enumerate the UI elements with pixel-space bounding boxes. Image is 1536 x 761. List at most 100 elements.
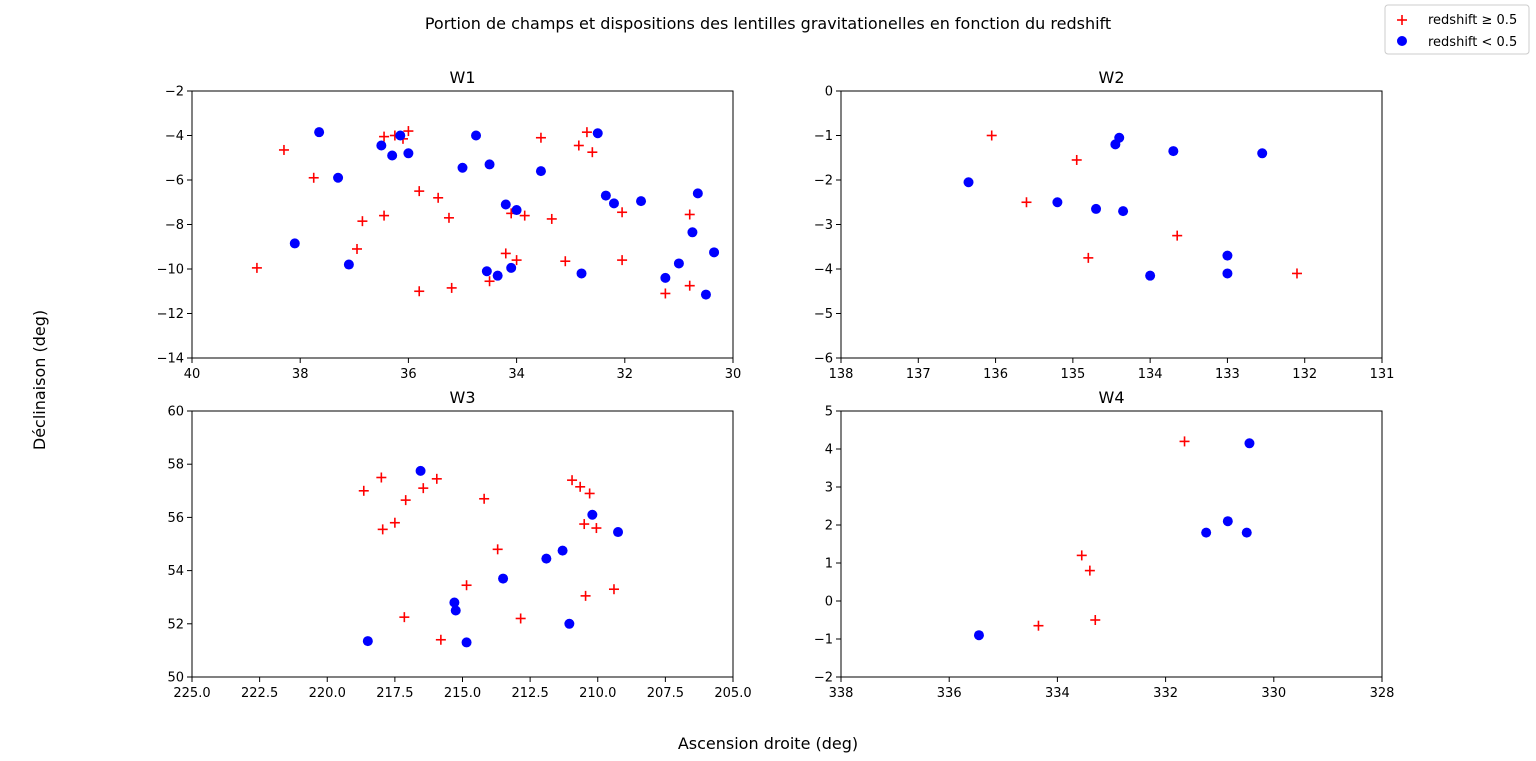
panel-w4-title: W4 xyxy=(1099,388,1125,407)
panel-w3-point-high xyxy=(515,613,526,624)
panel-w4-point-high xyxy=(1084,565,1095,576)
panel-w3-point-high xyxy=(431,473,442,484)
panel-w4-point-low xyxy=(1244,438,1255,449)
panel-w2-point-low xyxy=(1222,268,1233,279)
panel-w1-point-high xyxy=(573,140,584,151)
panel-w3-title: W3 xyxy=(450,388,476,407)
panel-w3-point-high xyxy=(608,584,619,595)
panel-w1-point-high xyxy=(414,286,425,297)
panel-w2-ytick-label: −6 xyxy=(814,352,833,367)
panel-w4-ytick-label: −1 xyxy=(814,633,833,648)
panel-w1-xtick-label: 36 xyxy=(400,367,417,382)
panel-w3-point-high xyxy=(389,517,400,528)
panel-w4-point-high xyxy=(1090,615,1101,625)
panel-w1-point-low xyxy=(484,159,495,170)
panel-w2: W2 138 137 136 135 134 133 132 131 −6 −5 −4 −3 −2 −1 0 xyxy=(814,68,1395,382)
legend-label-low: redshift < 0.5 xyxy=(1428,35,1517,50)
panel-w4-xtick-label: 330 xyxy=(1261,686,1286,701)
panel-w1-point-high xyxy=(617,255,628,266)
panel-w4-point-low xyxy=(973,630,984,641)
panel-w3-ytick-label: 54 xyxy=(167,564,184,579)
panel-w1-ytick-label: −2 xyxy=(165,85,184,100)
panel-w1-point-high xyxy=(581,127,592,138)
panel-w1-point-high xyxy=(660,288,671,299)
panel-w2-point-high xyxy=(1071,154,1082,165)
panel-w3-ytick-label: 58 xyxy=(167,458,184,473)
panel-w4-ytick-label: 2 xyxy=(825,519,833,534)
panel-w2-point-low xyxy=(963,177,974,188)
panel-w1-point-low xyxy=(387,150,398,161)
panel-w3-xtick-label: 212.5 xyxy=(512,686,549,701)
panel-w3-point-high xyxy=(567,475,578,486)
panel-w2-ytick-label: −4 xyxy=(814,263,833,278)
panel-w2-xtick-label: 138 xyxy=(829,367,854,382)
panel-w3-point-high xyxy=(479,493,490,504)
panel-w1-point-high xyxy=(535,132,546,143)
panel-w3-point-low xyxy=(613,527,624,538)
panel-w3-point-high xyxy=(584,488,595,499)
panel-w2-frame xyxy=(840,90,1383,359)
panel-w2-point-low xyxy=(1257,148,1268,159)
figure-ylabel: Déclinaison (deg) xyxy=(30,310,49,450)
panel-w1-point-low xyxy=(376,140,387,151)
panel-w4-ytick-label: 1 xyxy=(825,557,833,572)
panel-w1-point-low xyxy=(600,190,611,201)
panel-w3-point-low xyxy=(415,465,426,476)
panel-w2-point-low xyxy=(1118,206,1129,217)
panel-w3-point-low xyxy=(461,637,472,648)
legend-marker-low xyxy=(1397,36,1407,46)
panel-w1-point-low xyxy=(700,289,711,300)
panel-w1-ytick-label: −4 xyxy=(165,129,184,144)
panel-w4-point-low xyxy=(1201,527,1212,538)
panel-w4-point-high xyxy=(1076,550,1087,561)
panel-w2-point-high xyxy=(1021,197,1032,208)
panel-w1-point-high xyxy=(443,212,454,223)
panel-w1-xtick-label: 38 xyxy=(292,367,309,382)
panel-w1-point-high xyxy=(414,186,425,197)
panel-w1-point-low xyxy=(492,270,503,281)
panel-w3-point-high xyxy=(399,612,410,623)
panel-w1-ytick-label: −6 xyxy=(165,174,184,189)
figure-title: Portion de champs et dispositions des le… xyxy=(425,14,1111,33)
panel-w1-point-low xyxy=(592,128,603,139)
panel-w2-xtick-label: 136 xyxy=(983,367,1008,382)
panel-w2-point-high xyxy=(1291,268,1302,279)
panel-w1-point-high xyxy=(684,209,695,220)
legend-marker-high xyxy=(1397,15,1407,25)
panel-w1-point-low xyxy=(457,162,468,173)
panel-w3-xtick-label: 215.0 xyxy=(444,686,481,701)
panel-w1-point-high xyxy=(500,248,511,259)
panel-w3-frame xyxy=(191,410,734,678)
panel-w2-ytick-label: −5 xyxy=(814,307,833,322)
panel-w1: W1 40 38 36 34 32 30 −14 −12 −10 −8 −6 −4 −2 xyxy=(157,68,742,382)
panel-w1-point-high xyxy=(433,192,444,203)
legend-frame xyxy=(1384,4,1530,55)
panel-w3-point-high xyxy=(461,580,472,591)
legend-label-high: redshift ≥ 0.5 xyxy=(1428,13,1517,28)
panel-w2-xtick-label: 133 xyxy=(1215,367,1240,382)
panel-w4-ytick-label: −2 xyxy=(814,671,833,686)
panel-w3-point-low xyxy=(541,553,552,564)
panel-w1-point-low xyxy=(403,148,414,159)
panel-w1-point-low xyxy=(511,205,522,216)
panel-w3-xtick-label: 225.0 xyxy=(173,686,210,701)
panel-w2-xtick-label: 134 xyxy=(1138,367,1163,382)
panel-w3-point-high xyxy=(377,524,388,535)
panel-w3-point-low xyxy=(498,573,509,584)
panel-w3-point-high xyxy=(580,590,591,601)
panel-w1-point-high xyxy=(546,213,557,224)
panel-w1-point-high xyxy=(278,144,289,155)
panel-w1-point-low xyxy=(506,262,517,273)
panel-w1-xtick-label: 30 xyxy=(725,367,742,382)
panel-w4-ytick-label: 3 xyxy=(825,481,833,496)
panel-w4-xtick-label: 328 xyxy=(1370,686,1395,701)
panel-w3-point-low xyxy=(362,636,373,647)
panel-w1-ytick-label: −12 xyxy=(157,307,184,322)
panel-w2-xtick-label: 135 xyxy=(1060,367,1085,382)
panel-w4-ytick-label: 4 xyxy=(825,443,833,458)
panel-w4-xtick-label: 338 xyxy=(829,686,854,701)
panel-w4-point-low xyxy=(1241,527,1252,538)
panel-w1-point-low xyxy=(608,198,619,209)
panel-w4-point-low xyxy=(1222,516,1233,527)
